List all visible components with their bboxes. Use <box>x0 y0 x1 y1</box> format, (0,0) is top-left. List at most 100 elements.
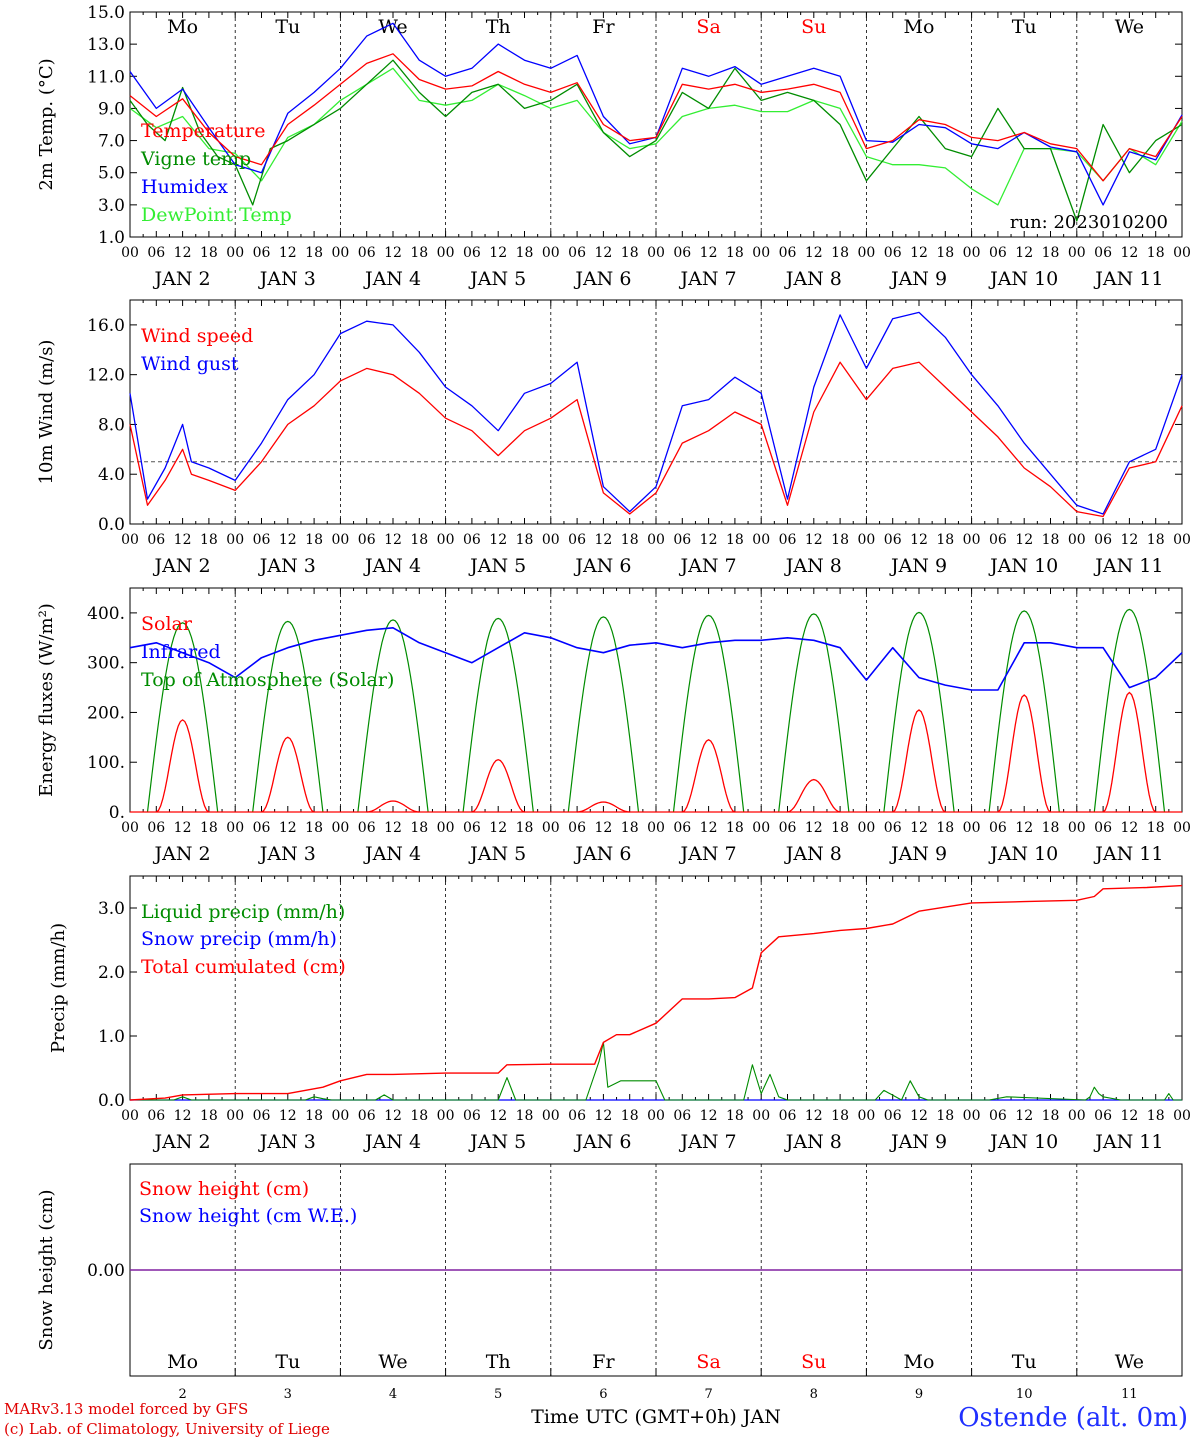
hour-tick-label: 00 <box>542 1108 560 1124</box>
toa-solar-curve <box>778 613 850 813</box>
date-label: JAN 3 <box>258 843 316 865</box>
hour-tick-label: 00 <box>437 245 455 261</box>
hour-tick-label: 06 <box>989 1108 1007 1124</box>
hour-tick-label: 06 <box>779 820 797 836</box>
hour-tick-label: 18 <box>1147 245 1165 261</box>
solar-curve <box>577 801 630 813</box>
hour-tick-label: 06 <box>884 820 902 836</box>
date-label: JAN 2 <box>153 268 211 290</box>
hour-tick-label: 12 <box>384 532 402 548</box>
date-label: JAN 6 <box>573 843 631 865</box>
hour-tick-label: 12 <box>594 532 612 548</box>
weekday-label: Tu <box>1012 1351 1037 1373</box>
y-tick-label: 2.0 <box>98 963 125 983</box>
hour-tick-label: 18 <box>200 532 218 548</box>
hour-tick-label: 00 <box>121 532 139 548</box>
hour-tick-label: 12 <box>700 1108 718 1124</box>
date-label: JAN 6 <box>573 268 631 290</box>
legend-entry: Wind speed <box>141 325 253 347</box>
y-tick-label: 13.0 <box>87 35 125 55</box>
date-label: JAN 6 <box>573 1131 631 1153</box>
hour-tick-label: 06 <box>358 245 376 261</box>
hour-tick-label: 00 <box>1173 820 1191 836</box>
hour-tick-label: 12 <box>1120 1108 1138 1124</box>
hour-tick-label: 18 <box>726 1108 744 1124</box>
x-axis-label: Time UTC (GMT+0h) JAN <box>531 1406 781 1428</box>
hour-tick-label: 18 <box>621 532 639 548</box>
hour-tick-label: 12 <box>489 1108 507 1124</box>
hour-tick-label: 00 <box>226 820 244 836</box>
hour-tick-label: 06 <box>253 532 271 548</box>
weekday-label: Sa <box>696 16 720 38</box>
weekday-label: Th <box>486 16 511 38</box>
date-label: JAN 5 <box>468 268 526 290</box>
date-label: JAN 11 <box>1093 1131 1163 1153</box>
hour-tick-label: 18 <box>1147 1108 1165 1124</box>
hour-tick-label: 18 <box>831 245 849 261</box>
date-label: JAN 7 <box>679 843 737 865</box>
hour-tick-label: 18 <box>726 820 744 836</box>
day-number-label: 7 <box>704 1387 712 1402</box>
weekday-label: Tu <box>1012 16 1037 38</box>
hour-tick-label: 00 <box>647 245 665 261</box>
hour-tick-label: 12 <box>805 532 823 548</box>
y-axis-label: Energy fluxes (W/m²) <box>36 603 57 797</box>
weekday-label: Th <box>486 1351 511 1373</box>
hour-tick-label: 06 <box>147 245 165 261</box>
legend-entry: Infrared <box>141 641 221 663</box>
hour-tick-label: 12 <box>489 820 507 836</box>
date-label: JAN 5 <box>468 1131 526 1153</box>
hour-tick-label: 18 <box>1042 820 1060 836</box>
y-tick-label: 4.0 <box>98 465 125 485</box>
solar-curve <box>787 778 841 813</box>
y-tick-label: 12.0 <box>87 366 125 386</box>
liquid-precip-line <box>130 1041 1182 1101</box>
legend-entry: Total cumulated (cm) <box>141 956 346 978</box>
solar-curve <box>261 736 315 813</box>
hour-tick-label: 06 <box>989 245 1007 261</box>
toa-solar-curve <box>252 620 324 813</box>
hour-tick-label: 12 <box>279 532 297 548</box>
date-label: JAN 8 <box>784 843 842 865</box>
hour-tick-label: 06 <box>568 1108 586 1124</box>
day-number-label: 8 <box>810 1387 818 1402</box>
toa-solar-curve <box>883 611 955 813</box>
date-label: JAN 2 <box>153 1131 211 1153</box>
day-number-label: 2 <box>178 1387 186 1402</box>
hour-tick-label: 00 <box>437 532 455 548</box>
toa-solar-curve <box>462 617 534 813</box>
weekday-label: Su <box>801 16 826 38</box>
date-label: JAN 9 <box>889 555 947 577</box>
hour-tick-label: 12 <box>384 820 402 836</box>
hour-tick-label: 18 <box>831 532 849 548</box>
y-tick-label: 0. <box>109 803 125 823</box>
date-label: JAN 10 <box>988 1131 1058 1153</box>
hour-tick-label: 06 <box>779 532 797 548</box>
hour-tick-label: 06 <box>463 1108 481 1124</box>
lab-credit: (c) Lab. of Climatology, University of L… <box>4 1420 330 1438</box>
hour-tick-label: 06 <box>673 245 691 261</box>
weekday-label: Fr <box>592 1351 615 1373</box>
toa-solar-curve <box>357 619 429 813</box>
weekday-label: We <box>378 1351 407 1373</box>
hour-tick-label: 18 <box>516 1108 534 1124</box>
date-label: JAN 10 <box>988 268 1058 290</box>
hour-tick-label: 18 <box>200 245 218 261</box>
hour-tick-label: 00 <box>647 1108 665 1124</box>
date-label: JAN 9 <box>889 843 947 865</box>
toa-solar-curve <box>988 610 1060 813</box>
day-number-label: 3 <box>284 1387 292 1402</box>
solar-curve <box>997 694 1051 813</box>
hour-tick-label: 06 <box>673 1108 691 1124</box>
hour-tick-label: 06 <box>568 245 586 261</box>
legend-entry: Snow precip (mm/h) <box>141 928 337 950</box>
date-label: JAN 7 <box>679 268 737 290</box>
hour-tick-label: 18 <box>1042 245 1060 261</box>
hour-tick-label: 00 <box>542 245 560 261</box>
date-label: JAN 5 <box>468 555 526 577</box>
wind-series-line <box>129 361 1183 518</box>
y-tick-label: 16.0 <box>87 316 125 336</box>
hour-tick-label: 18 <box>831 820 849 836</box>
hour-tick-label: 18 <box>410 820 428 836</box>
day-number-label: 4 <box>389 1387 397 1402</box>
